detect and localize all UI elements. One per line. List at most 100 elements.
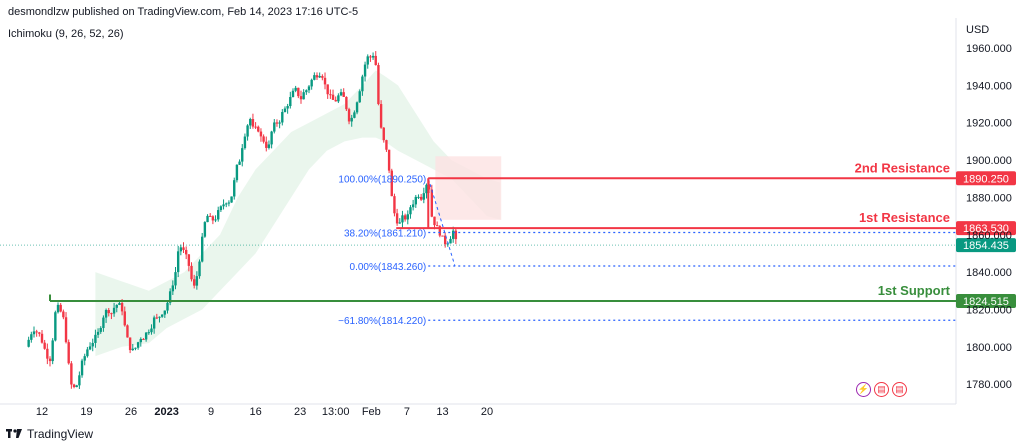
candle-body	[139, 338, 142, 343]
candle-body	[243, 136, 247, 149]
candle-body	[363, 64, 367, 77]
candle-body	[35, 331, 38, 333]
candle-body	[350, 117, 353, 122]
candle-body	[142, 338, 145, 340]
candle-body	[163, 310, 167, 315]
candle-body	[190, 265, 193, 280]
candle-body	[321, 75, 324, 78]
x-tick-label: 20	[481, 406, 493, 418]
us-flag-icon[interactable]: ▤	[892, 382, 907, 397]
candle-body	[283, 108, 287, 113]
candle-body	[257, 126, 260, 132]
candle-body	[267, 144, 271, 148]
candle-body	[126, 325, 129, 338]
candle-body	[104, 309, 108, 318]
candle-body	[118, 303, 121, 305]
candle-body	[201, 236, 204, 262]
y-tick-label: 1880.000	[966, 192, 1012, 204]
candle-body	[422, 193, 426, 200]
candle-body	[38, 332, 41, 334]
fib-level-label: −61.80%(1814.220)	[338, 316, 426, 327]
candle-body	[286, 106, 289, 109]
candle-body	[59, 304, 62, 312]
candle-body	[83, 356, 86, 361]
resistance-2-price-badge	[956, 171, 1016, 186]
candle-body	[390, 170, 393, 197]
candle-body	[152, 317, 156, 329]
candle-body	[393, 196, 396, 214]
x-tick-label: Feb	[362, 406, 381, 418]
candle-body	[297, 87, 300, 97]
indicator-label[interactable]: Ichimoku (9, 26, 52, 26)	[8, 28, 124, 40]
candle-body	[72, 384, 76, 388]
y-tick-label: 1940.000	[966, 80, 1012, 92]
candle-body	[144, 332, 148, 340]
candle-body	[441, 235, 444, 237]
candle-body	[166, 302, 169, 311]
candle-body	[86, 349, 89, 357]
us-flag-icon[interactable]: ▤	[874, 382, 889, 397]
candle-body	[62, 311, 65, 318]
candle-body	[176, 251, 180, 273]
fib-level-label: 0.00%(1843.260)	[350, 262, 427, 273]
candle-body	[291, 90, 295, 98]
candle-body	[451, 230, 455, 239]
axes: USD 1780.000 1800.000 1820.000 1840.000 1860.…	[36, 24, 1012, 418]
candle-body	[353, 112, 356, 118]
candle-body	[310, 79, 313, 87]
x-tick-label: 26	[125, 406, 137, 418]
candle-body	[249, 119, 252, 126]
lightning-icon[interactable]: ⚡	[856, 382, 871, 397]
candle-body	[43, 342, 46, 349]
candle-body	[366, 56, 369, 65]
candle-body	[331, 94, 335, 100]
candle-body	[265, 141, 268, 148]
candle-body	[307, 86, 311, 91]
candle-body	[222, 204, 225, 207]
candle-body	[395, 213, 399, 224]
candle-body	[387, 149, 391, 171]
x-tick-label: 2023	[154, 406, 178, 418]
candle-body	[80, 360, 84, 376]
candle-body	[48, 358, 52, 362]
candle-body	[233, 180, 236, 197]
candle-body	[318, 75, 321, 78]
candle-body	[259, 131, 263, 137]
cloud-red	[435, 156, 502, 220]
candle-body	[182, 247, 185, 250]
resistance-1-price-badge	[956, 221, 1016, 236]
candle-body	[270, 131, 273, 145]
candle-body	[337, 95, 340, 102]
candle-body	[342, 92, 345, 97]
candle-body	[131, 348, 134, 351]
candle-body	[275, 122, 279, 124]
candle-body	[211, 216, 215, 221]
levels: 100.00%(1890.250) 38.20%(1861.210) 0.00%(1…	[0, 160, 1016, 327]
candle-body	[371, 55, 375, 58]
candle-body	[94, 334, 97, 343]
candle-body	[289, 97, 292, 107]
candle-body	[305, 90, 308, 93]
candle-body	[329, 94, 332, 96]
currency-label: USD	[966, 24, 989, 36]
candle-body	[88, 346, 92, 350]
chart-grid	[0, 18, 957, 405]
candle-body	[158, 316, 161, 318]
candle-body	[313, 75, 316, 80]
candle-body	[379, 104, 383, 128]
candle-body	[171, 285, 175, 292]
candle-body	[99, 327, 102, 332]
y-tick-label: 1920.000	[966, 118, 1012, 130]
candle-body	[235, 164, 239, 181]
candle-body	[110, 313, 113, 315]
candle-body	[54, 312, 57, 341]
candle-body	[219, 206, 223, 211]
candle-body	[136, 342, 140, 348]
current-price-badge	[956, 238, 1016, 253]
candle-body	[433, 216, 436, 226]
candle-body	[230, 196, 233, 203]
candle-body	[184, 249, 188, 255]
candle-body	[414, 196, 417, 205]
candle-body	[323, 77, 327, 85]
